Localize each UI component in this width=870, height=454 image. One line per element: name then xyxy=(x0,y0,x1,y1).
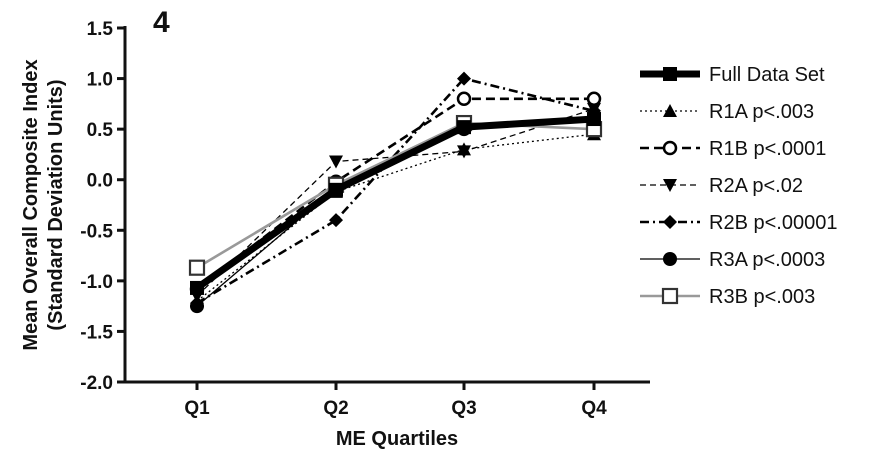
data-point xyxy=(188,259,206,276)
legend-item: R3A p<.0003 xyxy=(640,249,825,271)
y-tick-label: -1.0 xyxy=(80,272,113,293)
x-axis-title: ME Quartiles xyxy=(336,428,458,450)
data-point xyxy=(663,252,677,266)
series-line xyxy=(196,77,595,305)
data-point xyxy=(663,104,677,117)
data-point xyxy=(457,145,471,159)
legend-label: R3B p<.003 xyxy=(709,286,815,308)
series-3 xyxy=(190,102,601,304)
y-tick-label: 0.0 xyxy=(87,171,113,192)
data-point xyxy=(663,215,677,229)
legend-item: R1A p<.003 xyxy=(640,101,814,123)
series-0 xyxy=(190,112,601,295)
legend-label: R2B p<.00001 xyxy=(709,212,837,234)
series-line xyxy=(196,108,595,297)
y-tick-label: -2.0 xyxy=(80,373,113,394)
legend-item: R2A p<.02 xyxy=(640,175,803,197)
panel-label: 4 xyxy=(153,6,170,39)
legend-item: R2B p<.00001 xyxy=(640,212,837,234)
data-point xyxy=(190,280,204,295)
data-point xyxy=(586,91,602,107)
data-point xyxy=(662,140,678,156)
data-point xyxy=(329,182,343,197)
data-point xyxy=(587,112,601,127)
y-tick-label: 1.0 xyxy=(87,70,113,91)
data-point xyxy=(456,91,472,107)
y-axis-title: Mean Overall Composite Index (Standard D… xyxy=(20,59,67,350)
data-point xyxy=(329,213,343,228)
x-tick-label: Q3 xyxy=(451,398,476,419)
legend-label: R3A p<.0003 xyxy=(709,249,825,271)
y-tick-label: -0.5 xyxy=(80,221,113,242)
series-line xyxy=(194,115,595,291)
data-point xyxy=(457,120,471,135)
legend-item: R1B p<.0001 xyxy=(640,138,826,160)
legend-item: R3B p<.003 xyxy=(640,286,815,308)
series-line xyxy=(196,120,595,307)
y-tick-label: 1.5 xyxy=(87,19,114,40)
y-axis-title-line2: (Standard Deviation Units) xyxy=(45,79,67,330)
series-4 xyxy=(190,71,601,311)
legend-label: R2A p<.02 xyxy=(709,175,803,197)
data-point xyxy=(661,287,679,305)
legend-label: Full Data Set xyxy=(709,64,825,86)
data-point xyxy=(663,67,677,81)
x-tick-label: Q1 xyxy=(184,398,210,419)
series-layer xyxy=(188,71,603,314)
legend-item: Full Data Set xyxy=(640,64,825,86)
legend: Full Data Set R1A p<.003 R1B p<.0001 R2A p<… xyxy=(640,64,837,308)
x-tick-label: Q2 xyxy=(323,398,348,419)
data-point xyxy=(329,155,343,169)
data-point xyxy=(457,71,471,86)
data-point xyxy=(663,179,677,192)
y-tick-label: -1.5 xyxy=(80,322,113,343)
x-tick-label: Q4 xyxy=(581,398,607,419)
data-point xyxy=(190,296,204,311)
y-tick-label: 0.5 xyxy=(87,120,114,141)
legend-label: R1B p<.0001 xyxy=(709,138,826,160)
legend-label: R1A p<.003 xyxy=(709,101,814,123)
y-axis-title-line1: Mean Overall Composite Index xyxy=(20,59,42,350)
axes: 1.5 1.0 0.5 0.0 -0.5 -1.0 -1.5 -2.0 Q1 Q2 Q3 Q4 xyxy=(80,19,650,419)
